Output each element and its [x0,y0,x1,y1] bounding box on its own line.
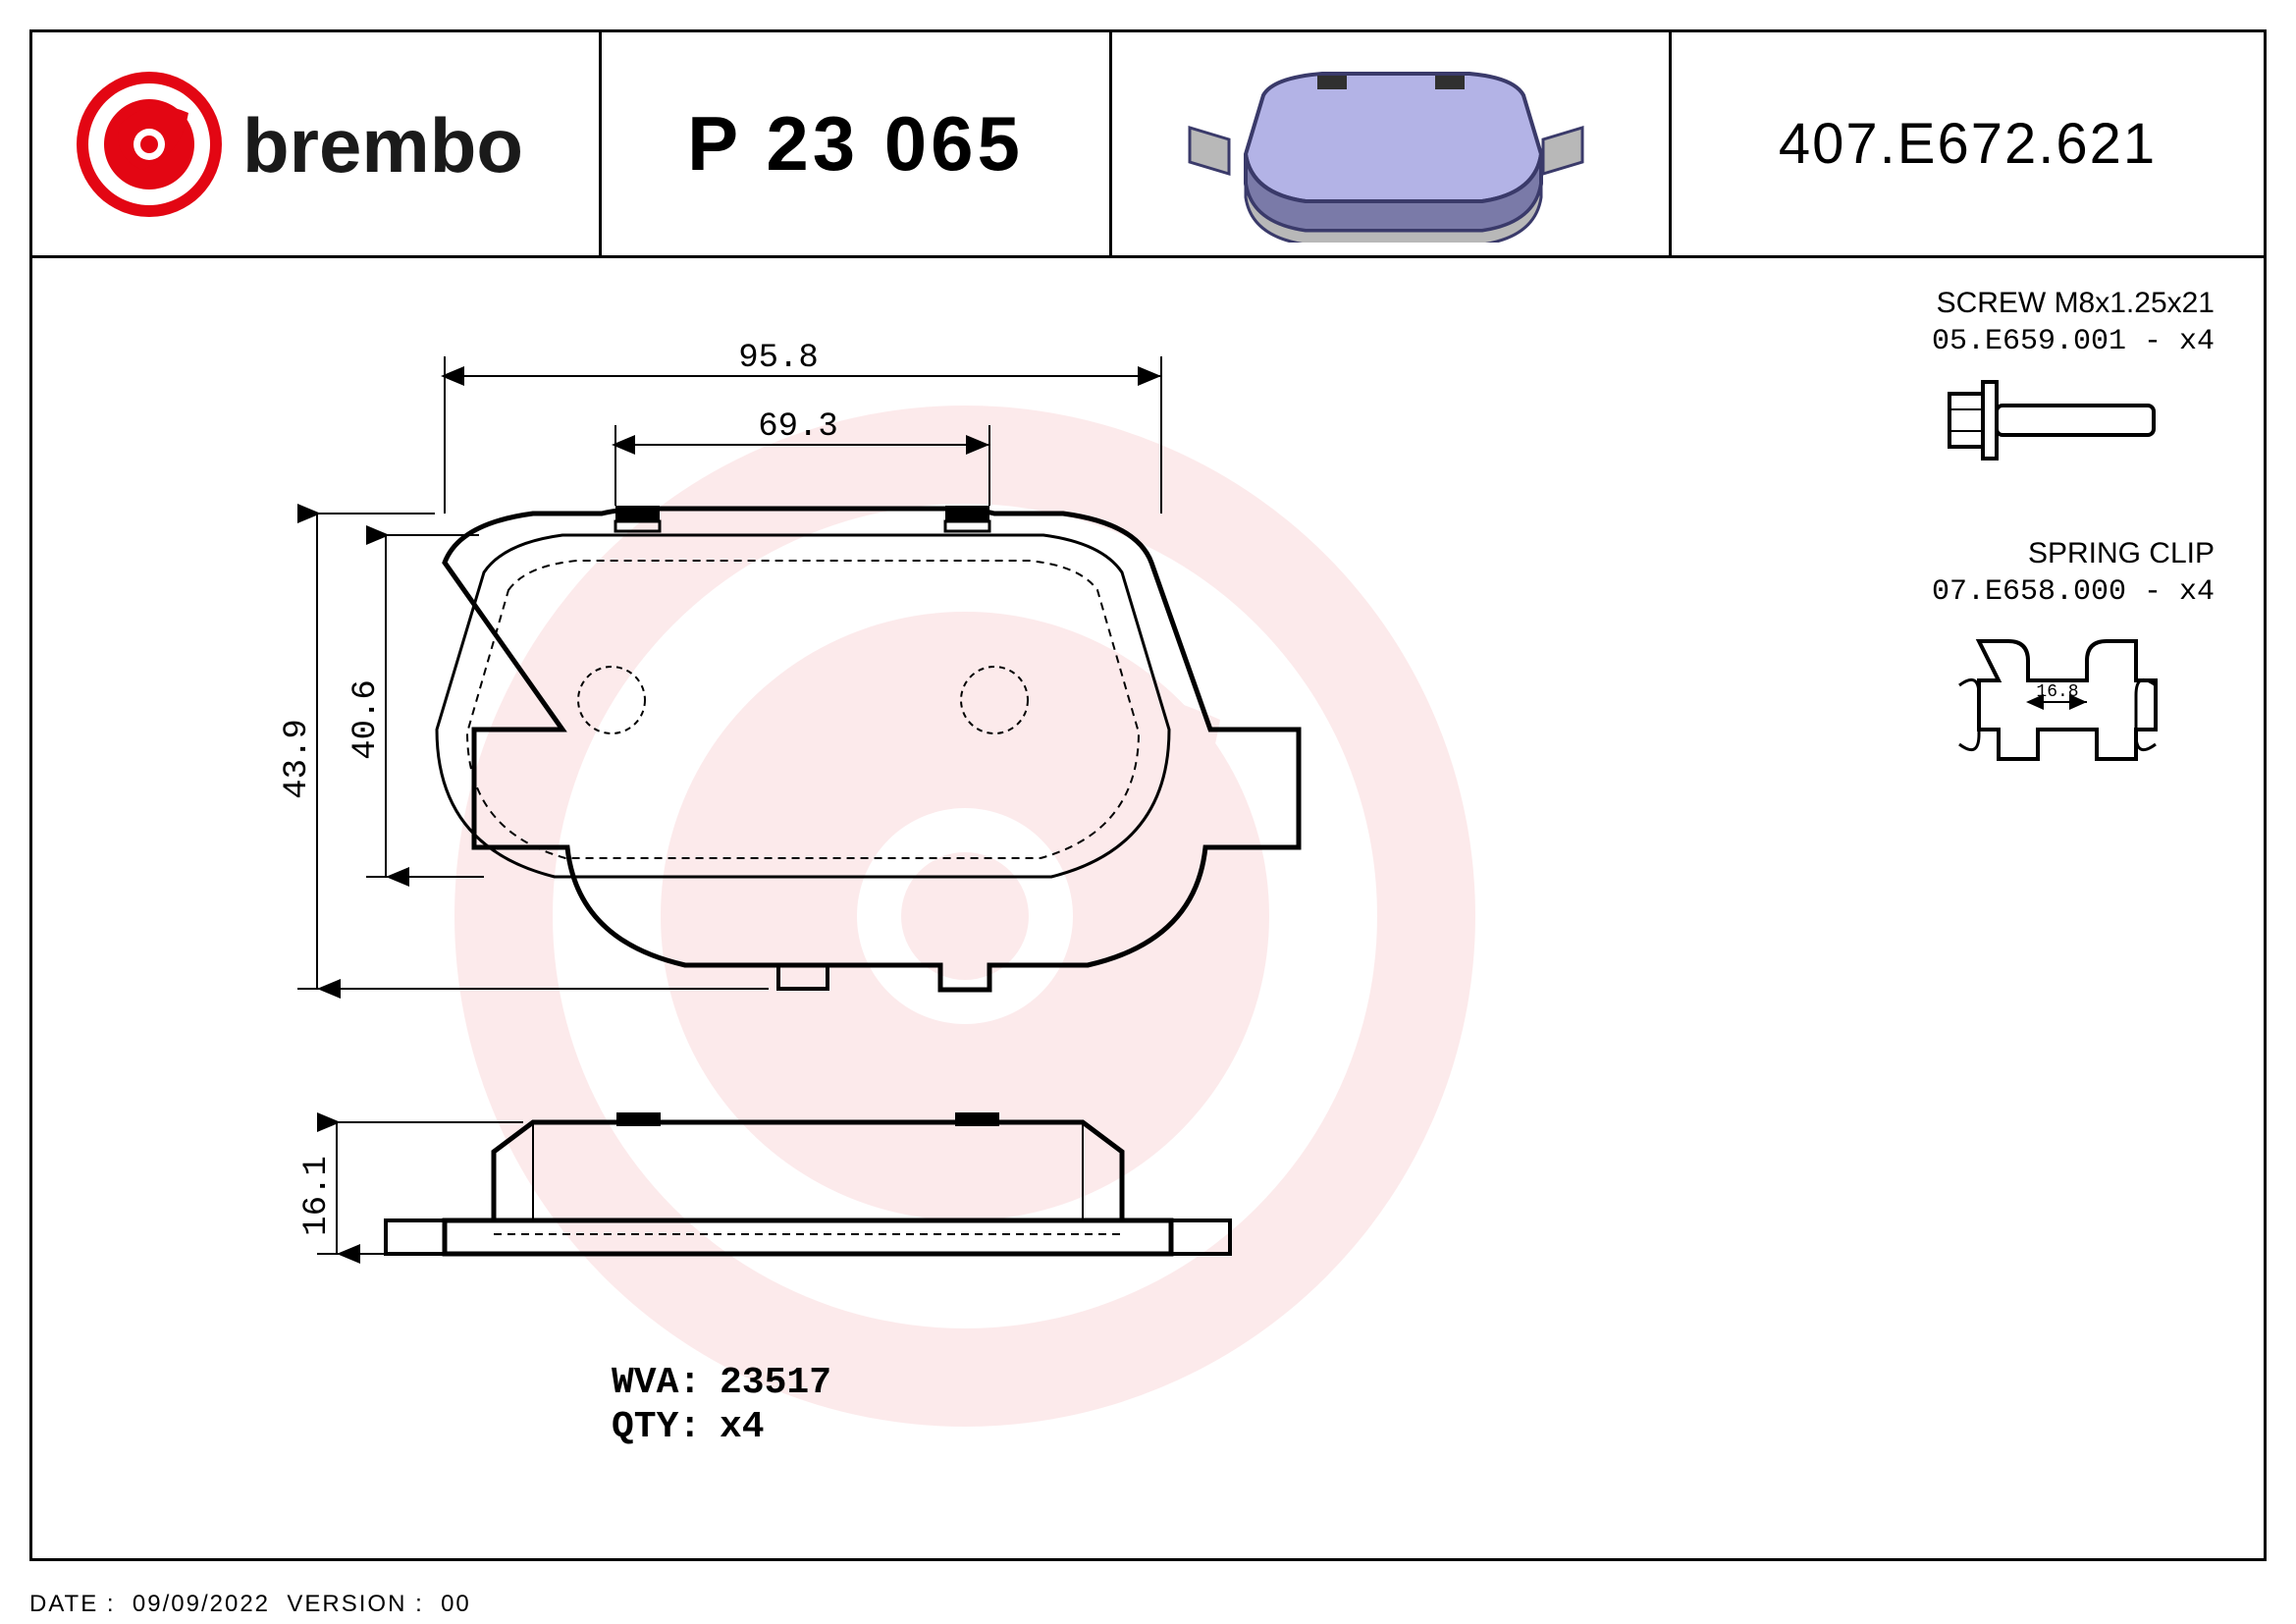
svg-text:23517: 23517 [720,1362,831,1404]
qty-label: QTY: [612,1406,701,1448]
footer-date-label: DATE : [29,1591,116,1617]
wva-value: 23517 [720,1362,831,1404]
drawing-code-cell: 407.E672.621 [1672,32,2264,255]
svg-text:QTY:: QTY: [612,1406,701,1448]
header-row: brembo P 23 065 [32,32,2264,258]
screw-code: 05.E659.001 - x4 [1932,325,2215,358]
dim-thickness: 16.1 [298,1156,336,1236]
footer-version-label: VERSION : [287,1591,423,1617]
dim-height-overall: 43.9 [279,719,316,799]
svg-text:WVA:: WVA: [612,1362,701,1404]
front-view [437,506,1299,990]
pad-render-cell [1112,32,1672,255]
accessory-drawings: SCREW M8x1.25x21 05.E659.001 - x4 [1704,258,2264,946]
accessory-sidebar: SCREW M8x1.25x21 05.E659.001 - x4 [1704,258,2264,1561]
screw-title: SCREW M8x1.25x21 [1937,287,2215,319]
dimensions-front: 95.8 69.3 43.9 40.6 [279,340,1161,989]
spring-clip-icon: 16.8 [1959,641,2156,759]
part-number-cell: P 23 065 [602,32,1112,255]
dim-height-inner: 40.6 [347,679,385,760]
brand-cell: brembo [32,32,602,255]
dim-width-inner: 69.3 [758,408,838,446]
footer-date-value: 09/09/2022 [133,1591,270,1617]
side-view: 16.1 [298,1112,1230,1254]
pad-3d-render [1136,46,1646,243]
screw-icon [1949,382,2154,459]
dim-clip-width: 16.8 [2036,682,2078,702]
info-block: WVA: 23517 QTY: x4 [612,1362,831,1448]
footer: DATE : 09/09/2022 VERSION : 00 [29,1591,471,1618]
dim-width-overall: 95.8 [738,340,819,377]
drawing-frame: brembo P 23 065 [29,29,2267,1561]
brand-text: brembo [242,102,523,189]
wva-label: WVA: [612,1362,701,1404]
footer-version-value: 00 [441,1591,471,1617]
qty-value: x4 [720,1406,765,1448]
body-area: 95.8 69.3 43.9 40.6 [32,258,2264,1561]
spring-code: 07.E658.000 - x4 [1932,575,2215,609]
spring-title: SPRING CLIP [2028,537,2215,569]
drawing-code: 407.E672.621 [1779,111,2157,177]
technical-drawing: 95.8 69.3 43.9 40.6 [32,258,1701,1561]
brembo-logo: brembo [61,56,571,233]
part-number: P 23 065 [687,99,1024,189]
svg-text:x4: x4 [720,1406,765,1448]
